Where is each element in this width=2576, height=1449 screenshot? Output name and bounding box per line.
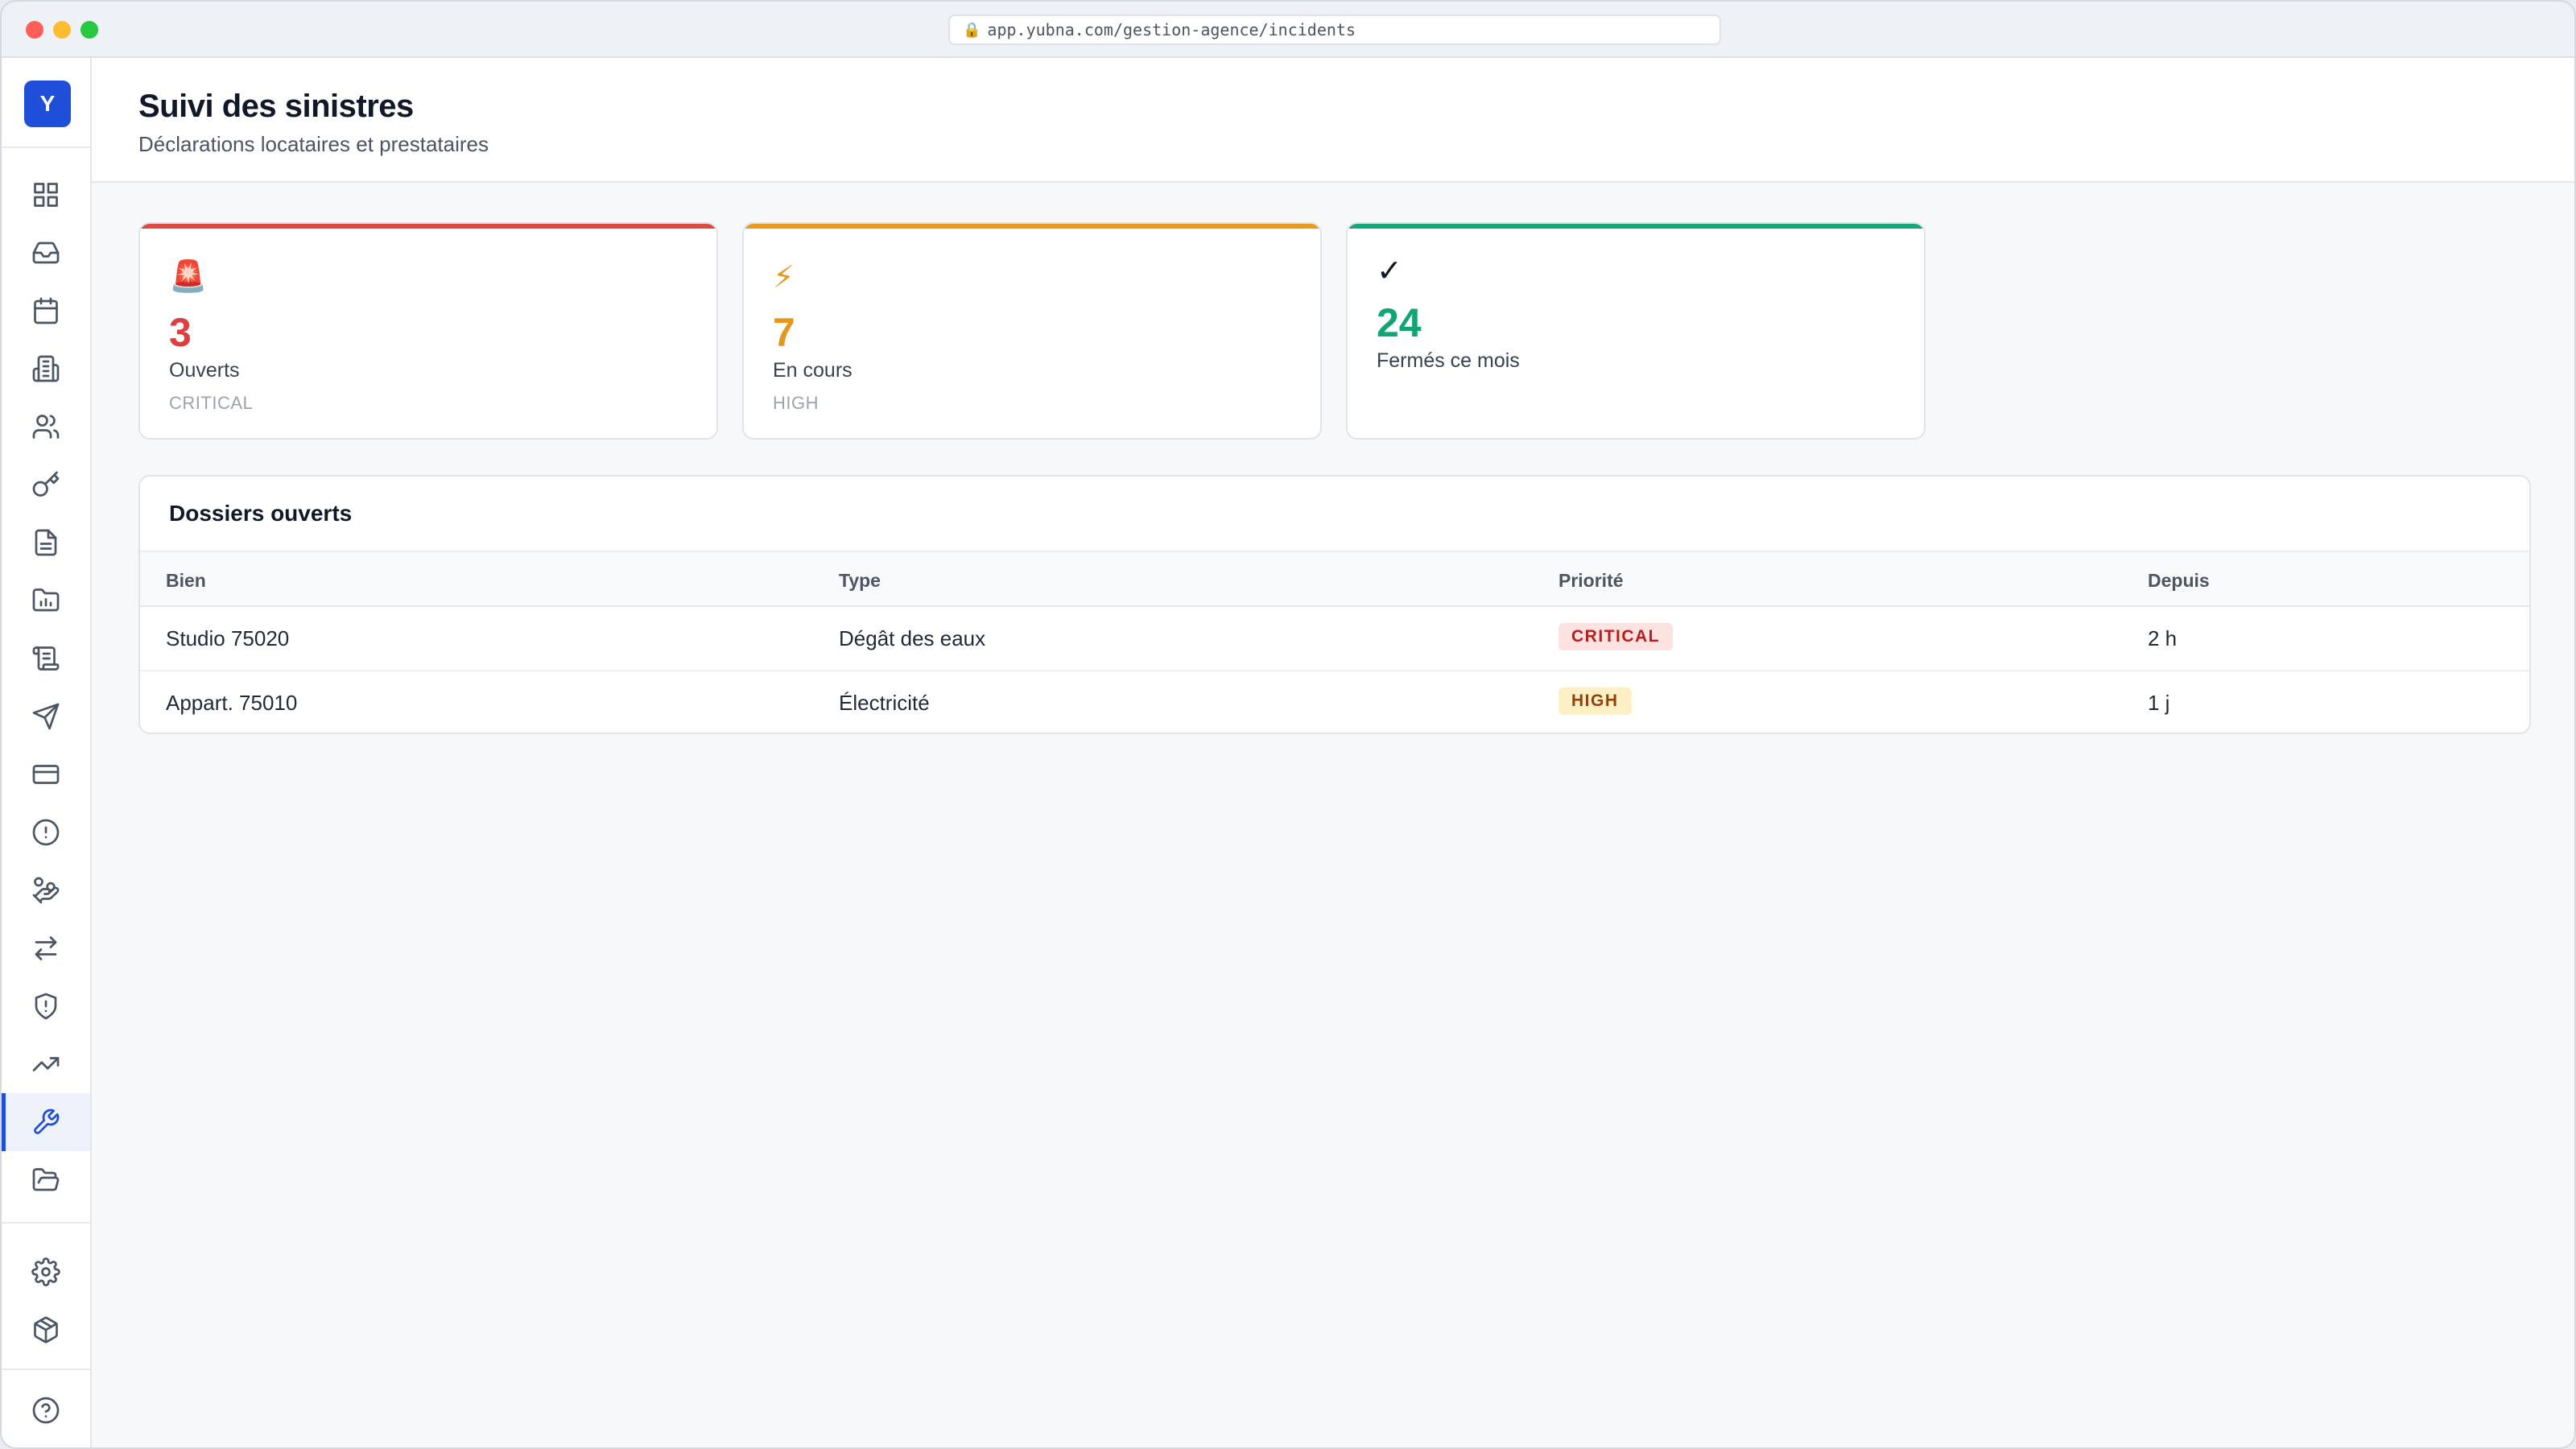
- inbox-icon: [32, 242, 60, 264]
- address-bar[interactable]: 🔒 app.yubna.com/gestion-agence/incidents: [948, 14, 1721, 45]
- stat-card-closed: ✓ 24 Fermés ce mois: [1346, 222, 1926, 440]
- sidebar-item-inbox[interactable]: [2, 224, 90, 282]
- stat-card-open: 🚨 3 Ouverts CRITICAL: [138, 222, 718, 440]
- checkmark-icon: ✓: [1377, 254, 1402, 288]
- sidebar-item-modules[interactable]: [2, 1301, 90, 1359]
- open-cases-table: Dossiers ouverts Bien Type Priorité Depu…: [138, 475, 2531, 734]
- scroll-icon: [32, 646, 60, 671]
- column-header-bien[interactable]: Bien: [166, 570, 206, 591]
- sidebar-item-analytics[interactable]: [2, 1035, 90, 1093]
- sidebar-item-send[interactable]: [2, 687, 90, 745]
- column-header-priorite[interactable]: Priorité: [1558, 570, 1624, 591]
- building-icon: [32, 355, 60, 382]
- card-accent-line: [744, 224, 1320, 229]
- card-accent-line: [140, 224, 716, 229]
- lightning-icon: ⚡: [773, 261, 795, 295]
- column-header-type[interactable]: Type: [839, 570, 881, 591]
- stat-priority: HIGH: [773, 393, 819, 413]
- sidebar-divider: [2, 147, 90, 148]
- sidebar-item-transfers[interactable]: [2, 919, 90, 977]
- credit-card-icon: [32, 765, 60, 784]
- document-icon: [35, 529, 57, 556]
- priority-badge: CRITICAL: [1558, 623, 1673, 650]
- stat-card-in-progress: ⚡ 7 En cours HIGH: [742, 222, 1322, 440]
- stat-label: Ouverts: [169, 359, 240, 382]
- sidebar-item-payments[interactable]: [2, 745, 90, 803]
- folder-chart-icon: [32, 588, 60, 612]
- cell-type: Électricité: [839, 691, 930, 715]
- cell-bien: Studio 75020: [166, 626, 290, 650]
- hand-coins-icon: [32, 877, 60, 904]
- app-logo[interactable]: Y: [24, 80, 71, 127]
- sidebar-item-documents[interactable]: [2, 514, 90, 572]
- page-title: Suivi des sinistres: [138, 89, 414, 124]
- cell-depuis: 1 j: [2148, 691, 2170, 715]
- sidebar-item-help[interactable]: [2, 1381, 90, 1439]
- lock-icon: 🔒: [963, 21, 981, 39]
- maximize-window-button[interactable]: [80, 21, 98, 39]
- sidebar-item-files[interactable]: [2, 1151, 90, 1209]
- sidebar-item-settings[interactable]: [2, 1243, 90, 1301]
- sidebar-divider: [2, 1222, 90, 1224]
- alert-circle-icon: [32, 819, 60, 846]
- sidebar-item-dashboard[interactable]: [2, 166, 90, 224]
- package-icon: [34, 1316, 58, 1344]
- stat-priority: CRITICAL: [169, 393, 254, 413]
- calendar-icon: [34, 297, 58, 324]
- stat-label: En cours: [773, 359, 852, 382]
- sidebar-item-insurance[interactable]: [2, 977, 90, 1035]
- sidebar-divider: [2, 1368, 90, 1370]
- dashboard-icon: [34, 183, 58, 207]
- sidebar-item-buildings[interactable]: [2, 340, 90, 398]
- cell-depuis: 2 h: [2148, 626, 2178, 650]
- send-icon: [32, 703, 60, 730]
- sidebar-item-deposits[interactable]: [2, 861, 90, 919]
- sidebar: Y: [2, 58, 92, 1447]
- wrench-icon: [34, 1108, 60, 1134]
- stat-value: 3: [169, 310, 192, 355]
- key-icon: [32, 471, 60, 497]
- close-window-button[interactable]: [26, 21, 43, 39]
- transfer-icon: [35, 936, 57, 960]
- priority-badge: HIGH: [1558, 687, 1632, 715]
- table-header: Bien Type Priorité Depuis: [140, 551, 2529, 607]
- sidebar-item-reports[interactable]: [2, 572, 90, 630]
- card-accent-line: [1348, 224, 1924, 229]
- sidebar-item-users[interactable]: [2, 398, 90, 456]
- url-text: app.yubna.com/gestion-agence/incidents: [987, 20, 1356, 39]
- browser-toolbar: 🔒 app.yubna.com/gestion-agence/incidents: [2, 2, 2574, 58]
- stat-label: Fermés ce mois: [1377, 349, 1520, 372]
- table-row[interactable]: Appart. 75010 Électricité HIGH 1 j: [140, 671, 2529, 733]
- page-subtitle: Déclarations locataires et prestataires: [138, 132, 489, 156]
- shield-alert-icon: [35, 993, 57, 1020]
- settings-icon: [31, 1257, 60, 1286]
- cell-type: Dégât des eaux: [839, 626, 986, 650]
- help-icon: [32, 1397, 60, 1424]
- siren-icon: 🚨: [169, 260, 208, 294]
- users-icon: [32, 415, 60, 439]
- sidebar-item-contracts[interactable]: [2, 630, 90, 687]
- page-header: Suivi des sinistres Déclarations locatai…: [92, 58, 2574, 183]
- sidebar-item-keys[interactable]: [2, 456, 90, 514]
- cell-bien: Appart. 75010: [166, 691, 298, 715]
- stat-value: 7: [773, 310, 795, 355]
- sidebar-item-alerts[interactable]: [2, 803, 90, 861]
- table-title: Dossiers ouverts: [169, 501, 353, 526]
- sidebar-item-incidents[interactable]: [2, 1093, 90, 1151]
- minimize-window-button[interactable]: [53, 21, 71, 39]
- trending-up-icon: [32, 1057, 60, 1071]
- column-header-depuis[interactable]: Depuis: [2148, 570, 2210, 591]
- table-row[interactable]: Studio 75020 Dégât des eaux CRITICAL 2 h: [140, 607, 2529, 671]
- stat-value: 24: [1377, 300, 1422, 345]
- sidebar-item-calendar[interactable]: [2, 282, 90, 340]
- folder-open-icon: [32, 1168, 60, 1191]
